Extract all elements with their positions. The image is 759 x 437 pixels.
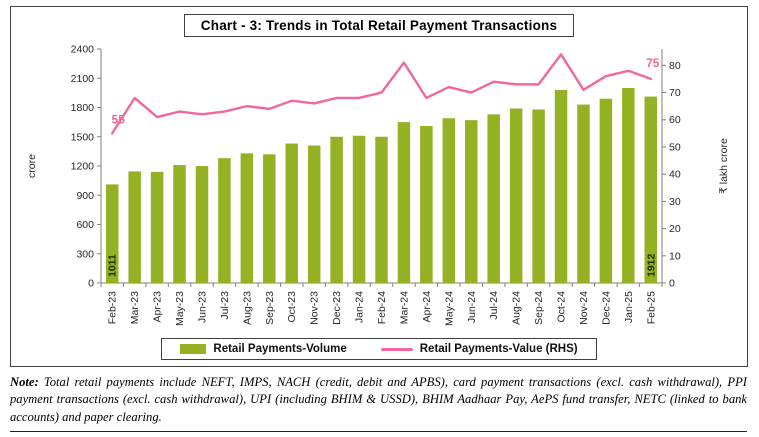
value-line-swatch-icon <box>380 347 413 351</box>
line-first-value-label: 55 <box>111 112 125 126</box>
x-tick-label: Feb-25 <box>645 291 657 324</box>
x-tick-label: Oct-24 <box>555 291 567 323</box>
x-tick-label: Aug-23 <box>241 291 253 325</box>
bar-Apr-23 <box>150 171 163 283</box>
volume-swatch-icon <box>180 344 207 354</box>
line-last-value-label: 75 <box>646 56 660 70</box>
bar-Feb-23 <box>105 184 118 283</box>
legend-label-value: Retail Payments-Value (RHS) <box>419 343 578 355</box>
x-tick-label: Nov-24 <box>577 291 589 325</box>
right-tick-label: 40 <box>669 169 681 181</box>
x-tick-label: Sep-23 <box>263 291 275 325</box>
right-tick-label: 20 <box>669 223 681 235</box>
legend-item-value: Retail Payments-Value (RHS) <box>380 343 578 355</box>
legend-label-volume: Retail Payments-Volume <box>213 343 347 355</box>
x-tick-label: Mar-23 <box>129 291 141 324</box>
value-line <box>110 53 652 135</box>
right-tick-label: 80 <box>669 60 681 72</box>
left-tick-label: 0 <box>88 278 94 290</box>
bar-Nov-24 <box>576 104 590 283</box>
chart-panel: Chart - 3: Trends in Total Retail Paymen… <box>10 6 748 367</box>
bar-value-label: 1011 <box>106 254 118 277</box>
bar-Aug-24 <box>509 108 522 283</box>
x-tick-label: Apr-23 <box>151 291 163 323</box>
x-tick-label: Dec-23 <box>331 291 343 325</box>
right-axis-title: ₹ lakh crore <box>718 138 730 194</box>
note-label: Note: <box>10 375 39 389</box>
bar-Apr-24 <box>419 126 433 284</box>
left-tick-label: 1500 <box>70 131 94 143</box>
bar-Jun-24 <box>464 120 478 283</box>
note: Note: Total retail payments include NEFT… <box>10 374 747 433</box>
left-tick-label: 1800 <box>70 102 94 114</box>
legend: Retail Payments-Volume Retail Payments-V… <box>11 338 747 360</box>
x-tick-label: Nov-23 <box>308 291 320 325</box>
left-tick-label: 600 <box>76 219 94 231</box>
bar-Jul-24 <box>486 114 500 283</box>
x-tick-label: Sep-24 <box>533 291 545 325</box>
x-tick-label: May-24 <box>443 291 455 326</box>
left-tick-label: 1200 <box>70 161 94 173</box>
bar-May-24 <box>442 118 455 283</box>
note-text: Total retail payments include NEFT, IMPS… <box>10 375 747 424</box>
bar-Jan-24 <box>352 135 365 283</box>
chart-title-row: Chart - 3: Trends in Total Retail Paymen… <box>11 14 747 37</box>
left-axis-title: crore <box>26 154 38 178</box>
right-tick-label: 0 <box>669 278 675 290</box>
bar-Dec-23 <box>329 136 343 283</box>
bar-Feb-24 <box>374 136 388 283</box>
x-tick-label: Mar-24 <box>398 291 410 324</box>
bar-Jan-25 <box>621 88 635 283</box>
right-tick-label: 70 <box>669 87 681 99</box>
bar-Aug-23 <box>240 153 253 283</box>
legend-item-volume: Retail Payments-Volume <box>180 343 347 355</box>
legend-box: Retail Payments-Volume Retail Payments-V… <box>161 338 597 360</box>
chart-canvas: 0 300 600 900 1200 1500 1800 2100 2400 0 10 20 30 40 5… <box>26 44 730 327</box>
bar-Sep-24 <box>531 109 545 283</box>
bar-Nov-23 <box>307 145 320 283</box>
bar-Jun-23 <box>195 166 208 283</box>
left-tick-label: 300 <box>76 248 94 260</box>
bar-Mar-23 <box>127 171 141 283</box>
x-tick-label: Dec-24 <box>600 291 612 325</box>
bar-Mar-24 <box>397 122 410 283</box>
x-tick-label: Feb-23 <box>106 291 118 324</box>
bar-Dec-24 <box>599 98 612 283</box>
bar-value-label: 1912 <box>645 253 657 277</box>
chart-title: Chart - 3: Trends in Total Retail Paymen… <box>183 14 575 37</box>
right-tick-label: 50 <box>669 141 681 153</box>
x-tick-label: Jan-25 <box>622 291 634 323</box>
x-tick-label: Jul-23 <box>218 291 230 320</box>
bar-Sep-23 <box>262 154 276 283</box>
x-tick-label: Jul-24 <box>488 291 500 320</box>
x-tick-label: Jun-24 <box>465 291 477 323</box>
x-tick-label: Jun-23 <box>196 291 208 323</box>
x-tick-label: Jan-24 <box>353 291 365 323</box>
right-tick-label: 10 <box>669 250 681 262</box>
x-tick-label: Feb-24 <box>376 291 388 324</box>
left-tick-label: 900 <box>76 190 94 202</box>
right-tick-label: 30 <box>669 196 681 208</box>
x-tick-label: Apr-24 <box>420 291 432 323</box>
bar-Feb-25 <box>644 96 657 283</box>
bar-May-23 <box>172 165 186 283</box>
right-tick-label: 60 <box>669 114 681 126</box>
x-tick-label: Oct-23 <box>286 291 298 323</box>
x-tick-label: Aug-24 <box>510 291 522 325</box>
left-tick-label: 2400 <box>70 44 94 56</box>
bar-Oct-23 <box>284 143 298 283</box>
x-tick-label: May-23 <box>174 291 186 326</box>
bar-Oct-24 <box>554 89 567 283</box>
bar-Jul-23 <box>217 158 231 283</box>
left-tick-label: 2100 <box>70 73 94 85</box>
